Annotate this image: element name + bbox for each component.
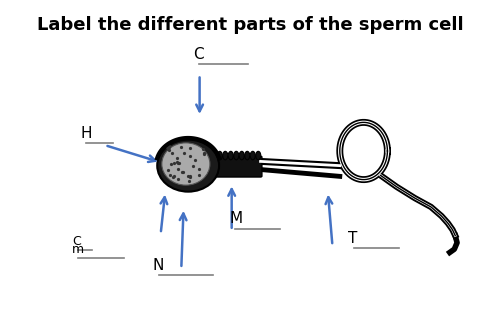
Text: C: C [192, 47, 203, 62]
Text: C: C [72, 235, 81, 248]
Ellipse shape [222, 151, 228, 160]
FancyBboxPatch shape [214, 156, 262, 177]
Ellipse shape [234, 151, 239, 160]
Text: H: H [80, 126, 92, 141]
Text: T: T [348, 231, 358, 246]
Ellipse shape [228, 151, 234, 160]
Ellipse shape [250, 151, 256, 160]
Ellipse shape [256, 151, 261, 160]
Text: M: M [230, 212, 242, 226]
Ellipse shape [239, 151, 244, 160]
Ellipse shape [244, 151, 250, 160]
Text: m: m [72, 243, 85, 256]
Ellipse shape [157, 140, 219, 192]
Ellipse shape [162, 143, 210, 185]
Text: N: N [153, 258, 164, 273]
Ellipse shape [217, 151, 222, 160]
Text: Label the different parts of the sperm cell: Label the different parts of the sperm c… [36, 16, 464, 34]
